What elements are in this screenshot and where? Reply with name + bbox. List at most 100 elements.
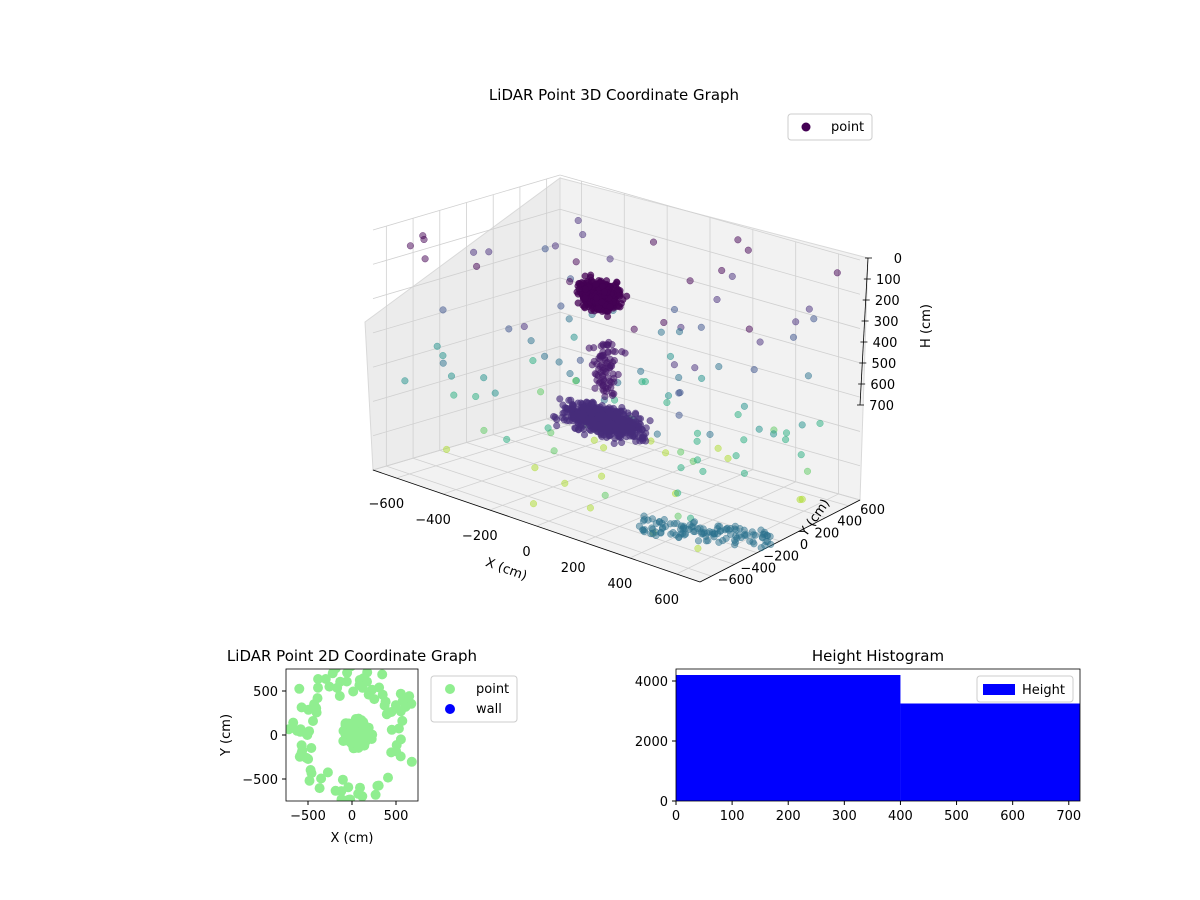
point3d-28 [470,248,478,256]
point3d-1413 [601,368,609,376]
point3d-1494 [732,538,740,546]
x-tick-2d-1: 0 [348,809,356,824]
y-tick-3d-3: 0 [800,538,808,553]
point3d-1136 [574,299,582,307]
y-tick-2d-0: −500 [242,773,278,788]
z-axis-line [859,257,869,406]
point3d-111 [472,393,480,401]
point3d-25 [557,302,565,310]
point3d-27 [674,512,682,520]
point3d-754 [618,439,626,447]
point3d-1406 [610,357,618,365]
point3d-131 [401,377,409,385]
point3d-1401 [604,349,612,357]
point2d-268 [313,682,323,693]
hist-y-tick-2: 4000 [635,675,668,690]
point2d-295 [316,773,327,784]
point3d-103 [694,456,702,464]
y-axis-label-2d: Y (cm) [219,714,234,757]
z-tick-3d-0: 0 [894,252,902,267]
point3d-16 [675,411,683,419]
point3d-112 [770,430,778,438]
point3d-1502 [721,526,729,534]
point3d-178 [553,422,561,430]
point3d-1403 [618,348,626,356]
point3d-14 [439,352,447,360]
point3d-1505 [750,540,758,548]
grid3d-hl-200 [372,243,561,299]
z-tick-3d-5: 500 [871,357,896,372]
legend-hist-height: Height [1022,683,1065,698]
grid3d-hl-0 [372,174,561,231]
point3d-123 [805,305,813,313]
legend-2d: point wall [430,675,518,723]
point3d-37 [606,255,614,263]
chart3d-title: LiDAR Point 3D Coordinate Graph [489,86,739,104]
point3d-135 [798,421,806,429]
x-tick-2d-2: 500 [384,809,409,824]
point2d-309 [330,669,341,674]
point3d-1519 [657,529,665,537]
point3d-1531 [716,522,724,530]
point3d-129 [576,356,584,364]
point3d-87 [740,402,748,410]
x-tick-3d-1: −400 [415,513,451,528]
point2d-316 [337,774,348,785]
grid3d-hl-500 [372,346,561,402]
point3d-538 [642,424,650,432]
legend-2d-point: point [476,682,509,697]
point3d-104 [675,389,683,397]
point3d-119 [641,378,649,386]
point3d-1490 [722,534,730,542]
point2d-346 [306,743,317,753]
point3d-91 [796,496,804,504]
point3d-107 [691,364,699,372]
point3d-22 [755,425,763,433]
point3d-1414 [600,377,608,385]
point2d-297 [391,740,402,750]
point3d-1339 [612,281,620,289]
point3d-806 [646,417,654,425]
grid3d-x-5 [629,481,796,559]
point3d-829 [589,416,597,424]
grid3d-y-3 [466,442,781,542]
point3d-839 [623,424,631,432]
histogram-chart: Height Histogram 0 100 200 300 400 500 600 7000… [635,647,1081,824]
x-axis-line [372,469,701,583]
point2d-322 [353,788,364,799]
point2d-348 [324,681,335,692]
histogram-ticks: 0 100 200 300 400 500 600 700 0 2000 4000 [635,675,1081,824]
point3d-90 [694,429,702,437]
point3d-59 [756,338,764,346]
point2d-320 [304,775,315,786]
legend-3d: point [787,113,873,141]
point3d-110 [732,452,740,460]
point3d-39 [530,500,538,508]
point3d-732 [628,428,636,436]
point3d-1338 [606,303,614,311]
x-tick-3d-0: −600 [368,497,404,512]
point3d-45 [686,277,694,285]
legend-3d-box [787,113,873,141]
point3d-38 [650,238,658,246]
point2d-342 [301,752,312,763]
point3d-1500 [695,537,703,545]
point3d-828 [595,421,603,429]
point3d-1370 [590,357,598,365]
point3d-9 [714,444,722,452]
point3d-1464 [757,544,765,552]
point3d-1408 [602,359,610,367]
point2d-303 [334,691,345,701]
point2d-301 [336,786,347,797]
point3d-1390 [599,352,607,360]
point3d-1510 [732,526,740,534]
hist-x-tick-7: 700 [1056,809,1081,824]
point2d-258 [359,730,370,741]
point3d-73 [450,391,458,399]
legend-hist-box [976,675,1074,703]
point3d-701 [551,413,559,421]
point3d-1522 [743,531,751,539]
legend-hist-swatch [983,684,1015,695]
point3d-1333 [592,280,600,288]
